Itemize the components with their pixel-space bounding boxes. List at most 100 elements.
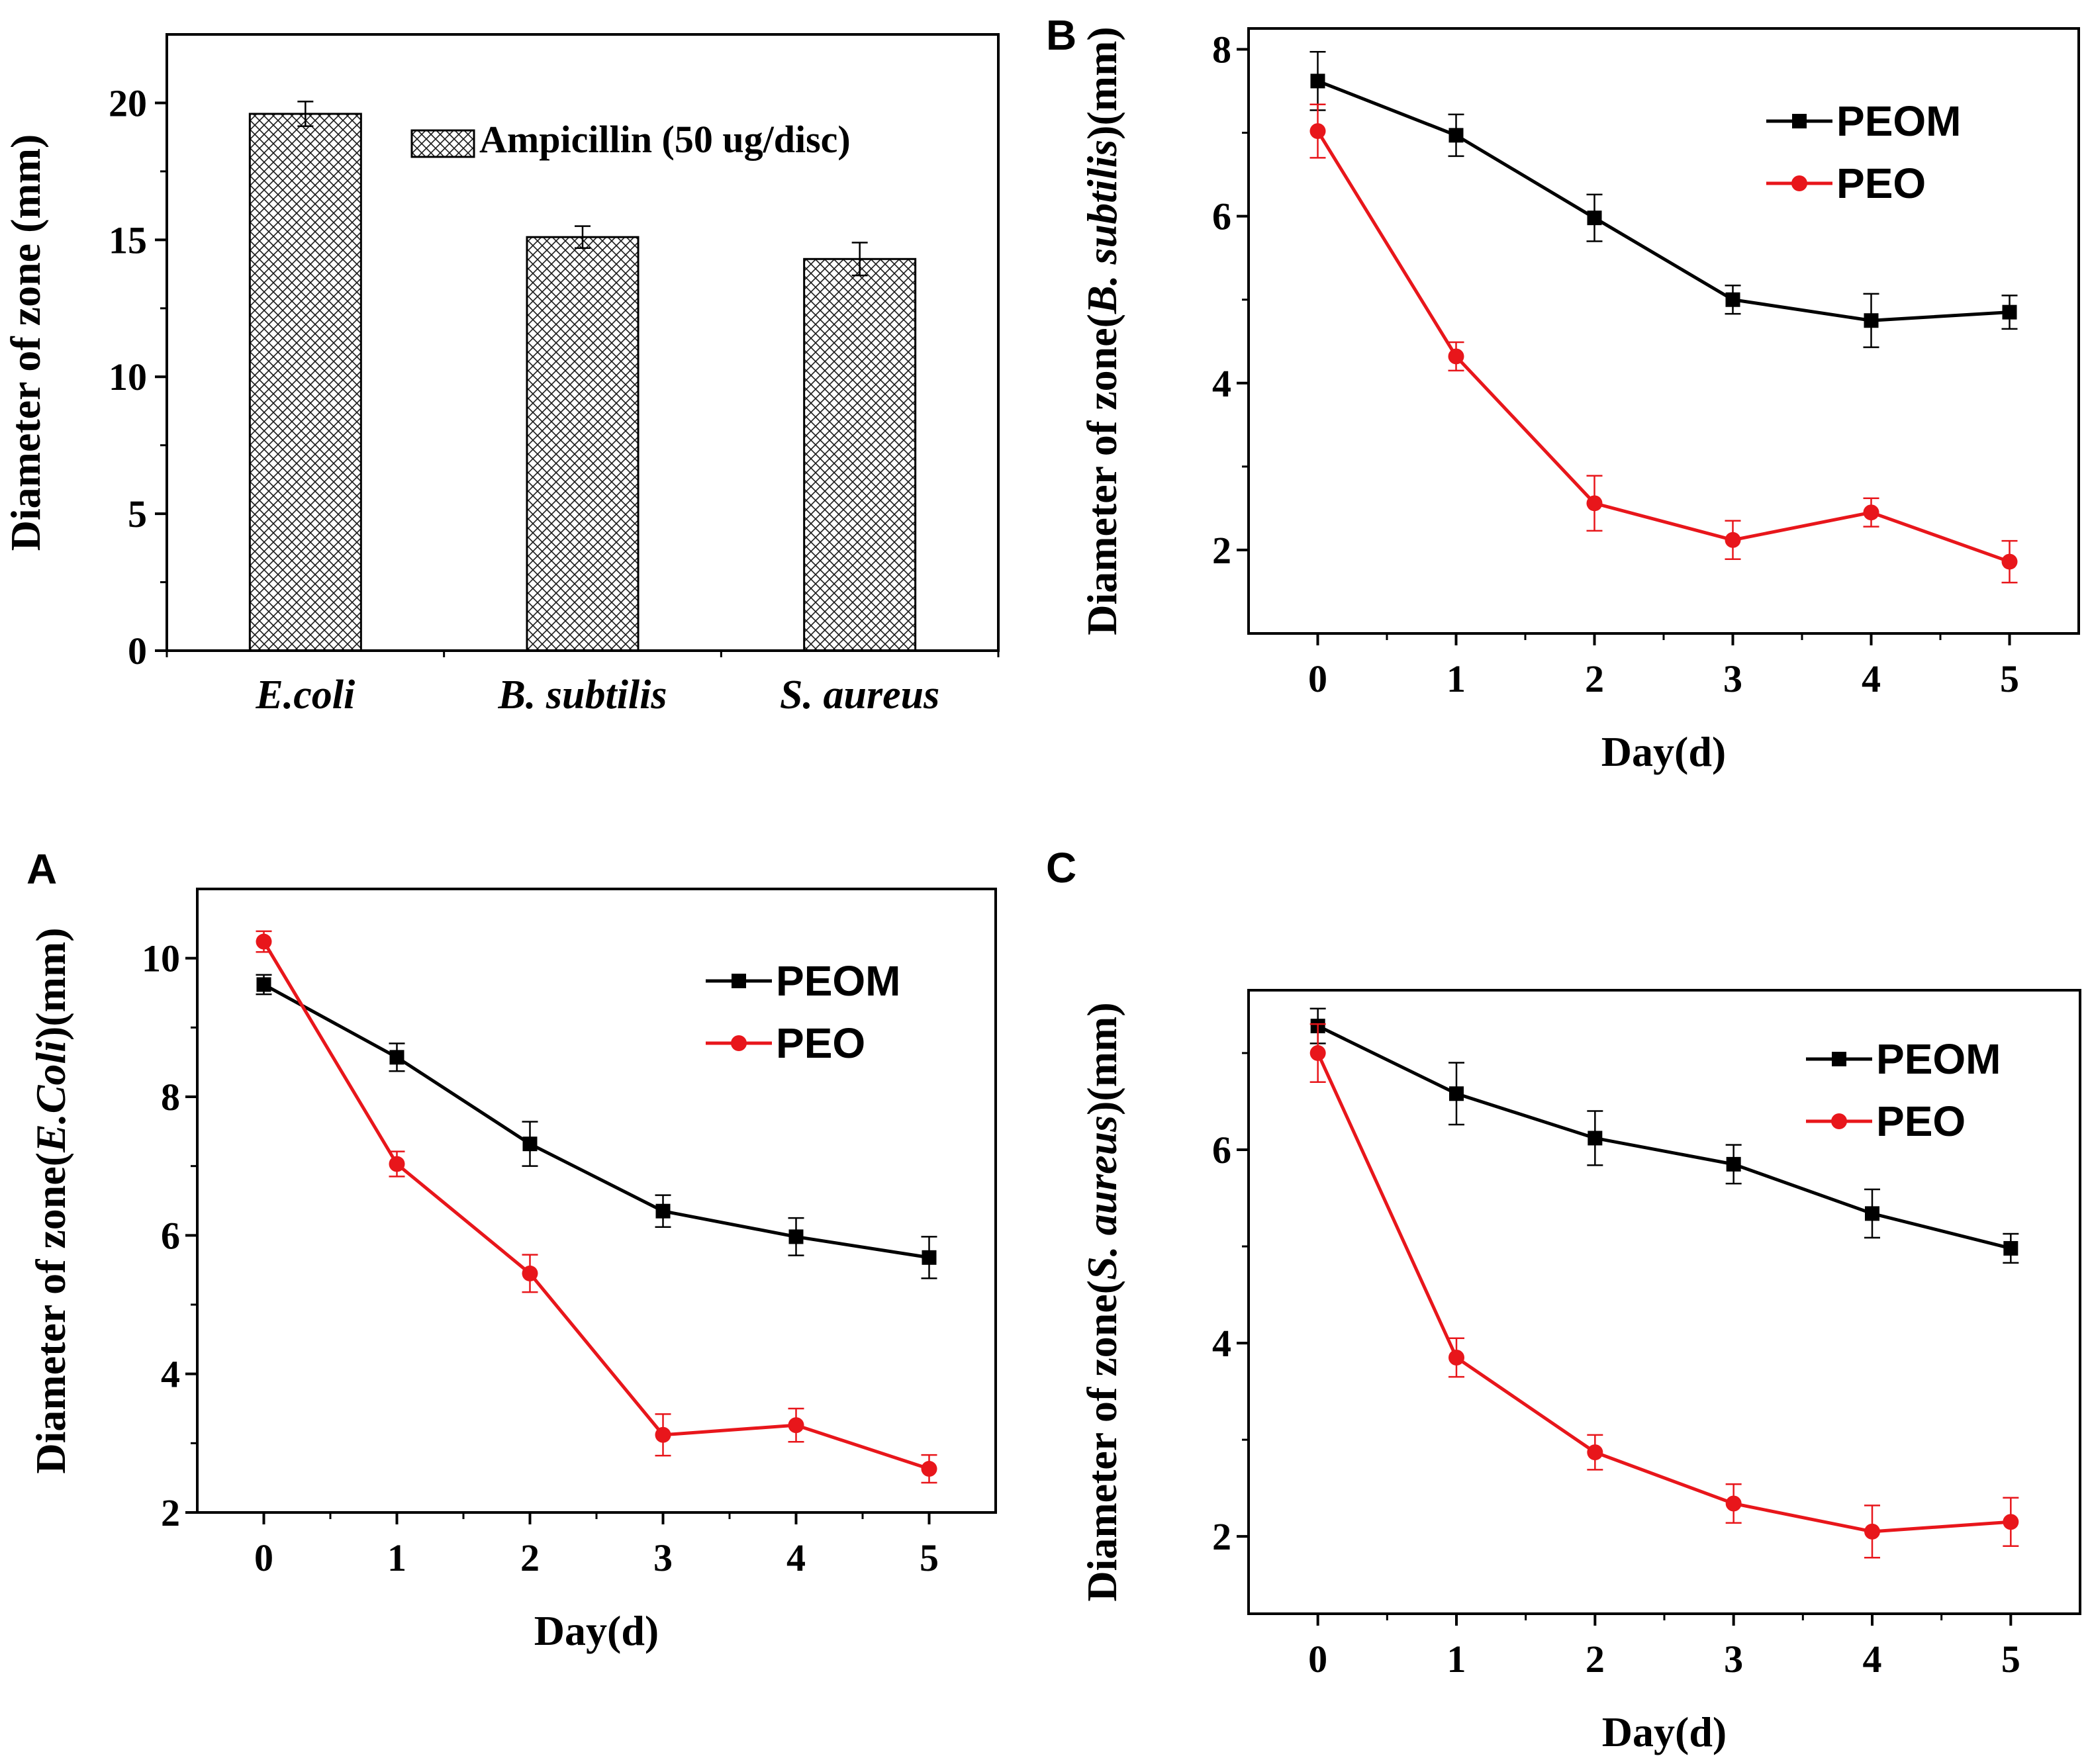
point-peo <box>921 1461 937 1477</box>
y-tick-label: 2 <box>161 1491 180 1534</box>
x-tick-label: 5 <box>920 1536 939 1579</box>
y-tick-label: 6 <box>1212 195 1231 238</box>
x-tick-label: 4 <box>1862 657 1881 700</box>
legend-label-peo: PEO <box>776 1019 865 1067</box>
bar-chart-panel: E.coli B. subtilis S. aureus 0 5 10 15 20 Diamet… <box>2 33 1000 718</box>
x-tick-label: 2 <box>520 1536 540 1579</box>
point-peo <box>1725 1495 1742 1512</box>
line-chart-panel-a: 2 4 6 8 10 0 1 2 3 4 5 PEOM PEO Diameter of zone(E.Co… <box>26 845 997 1654</box>
point-peom <box>2003 1240 2018 1256</box>
legend-marker <box>1831 1113 1847 1129</box>
series-line-peom <box>263 983 929 1260</box>
legend-marker <box>731 1035 747 1051</box>
point-peom <box>1864 313 1879 328</box>
series-line-peom <box>1317 79 2010 322</box>
plot-frame <box>166 33 1000 652</box>
y-tick-label: 5 <box>128 492 147 535</box>
panel-letter: B <box>1046 11 1076 59</box>
x-tick-label: 4 <box>1863 1638 1882 1681</box>
y-tick-label: 10 <box>142 937 180 980</box>
legend-marker <box>1792 114 1807 128</box>
point-peo <box>522 1265 538 1281</box>
y-axis-label: Diameter of zone(S. aureus)(mm) <box>1078 1002 1125 1601</box>
point-peo <box>1448 348 1464 365</box>
point-peom <box>1726 1156 1741 1172</box>
y-tick-label: 6 <box>1212 1129 1231 1172</box>
y-tick-label: 15 <box>109 218 147 261</box>
x-tick-label: 0 <box>1308 657 1327 700</box>
point-peom <box>922 1250 937 1265</box>
series-line-peom <box>1317 1024 2011 1250</box>
point-peo <box>1864 1523 1880 1540</box>
x-tick-label: 5 <box>2001 1638 2020 1681</box>
x-tick-label: 3 <box>653 1536 673 1579</box>
y-tick-label: 10 <box>109 355 147 398</box>
x-axis-label: Day(d) <box>534 1607 659 1654</box>
y-tick-label: 20 <box>109 81 147 124</box>
error-bar <box>297 101 314 127</box>
legend-label-peom: PEOM <box>1876 1035 2001 1083</box>
point-peo <box>2001 553 2018 570</box>
bar-saureus <box>803 257 917 652</box>
series-line-peo <box>262 941 930 1471</box>
point-peom <box>522 1137 538 1152</box>
x-tick-label: 3 <box>1724 1638 1743 1681</box>
y-tick-label: 4 <box>1212 1322 1231 1365</box>
y-tick-label: 8 <box>1212 28 1231 71</box>
error-bar <box>575 225 591 249</box>
x-tick-label: 2 <box>1585 657 1604 700</box>
error-bar <box>851 242 868 277</box>
y-tick-label: 8 <box>161 1076 180 1119</box>
point-peom <box>2002 304 2017 320</box>
point-peo <box>389 1156 405 1172</box>
y-tick-label: 4 <box>161 1353 180 1396</box>
point-peom <box>788 1229 804 1244</box>
point-peom <box>1448 128 1464 143</box>
y-tick-label: 0 <box>128 629 147 673</box>
point-peom <box>1725 292 1740 307</box>
series-line-peo <box>1316 130 2011 563</box>
point-peo <box>1863 504 1879 521</box>
y-axis-label: Diameter of zone(B. subtilis)(mm) <box>1078 26 1125 635</box>
legend-label-peo: PEO <box>1876 1097 1966 1145</box>
panel-letter: C <box>1046 844 1076 892</box>
x-tick-label: 2 <box>1586 1638 1605 1681</box>
y-tick-label: 4 <box>1212 362 1231 405</box>
point-peom <box>1449 1086 1464 1101</box>
panel-letter: A <box>26 845 57 893</box>
x-tick-label: 0 <box>1308 1638 1327 1681</box>
point-peom <box>1587 210 1602 226</box>
bar-ecoli <box>248 113 362 652</box>
x-tick-label: 3 <box>1723 657 1742 700</box>
y-tick-label: 2 <box>1212 529 1231 572</box>
point-peo <box>256 933 272 950</box>
point-peo <box>1309 1044 1326 1061</box>
x-category-label: B. subtilis <box>498 673 667 718</box>
plot-frame <box>1247 989 2081 1615</box>
legend-label-peom: PEOM <box>1836 97 1961 145</box>
legend-marker <box>1791 175 1807 191</box>
point-peo <box>655 1426 671 1443</box>
x-tick-label: 1 <box>1447 657 1466 700</box>
point-peom <box>256 977 271 992</box>
line-chart-panel-b: 2 4 6 8 0 1 2 3 4 5 PEOM PEO Diameter of zone(B. sub… <box>1046 11 2080 775</box>
point-peo <box>1309 123 1326 140</box>
legend-swatch <box>410 129 475 158</box>
legend-marker <box>732 974 746 988</box>
point-peom <box>1865 1206 1879 1221</box>
y-tick-label: 6 <box>161 1214 180 1257</box>
legend-label-peom: PEOM <box>776 957 900 1005</box>
point-peo <box>1725 532 1741 548</box>
x-tick-label: 4 <box>786 1536 806 1579</box>
point-peo <box>2003 1514 2019 1530</box>
line-chart-panel-c: 2 4 6 0 1 2 3 4 5 PEOM PEO Diameter of zone(S. aure… <box>1046 844 2081 1755</box>
x-tick-label: 0 <box>254 1536 273 1579</box>
x-tick-label: 1 <box>387 1536 406 1579</box>
point-peo <box>1587 1444 1603 1461</box>
y-tick-label: 2 <box>1212 1515 1231 1558</box>
point-peom <box>1310 73 1325 89</box>
y-axis-label: Diameter of zone (mm) <box>2 134 49 551</box>
x-tick-label: 1 <box>1447 1638 1466 1681</box>
x-category-label: E.coli <box>255 673 355 718</box>
point-peom <box>655 1203 671 1219</box>
